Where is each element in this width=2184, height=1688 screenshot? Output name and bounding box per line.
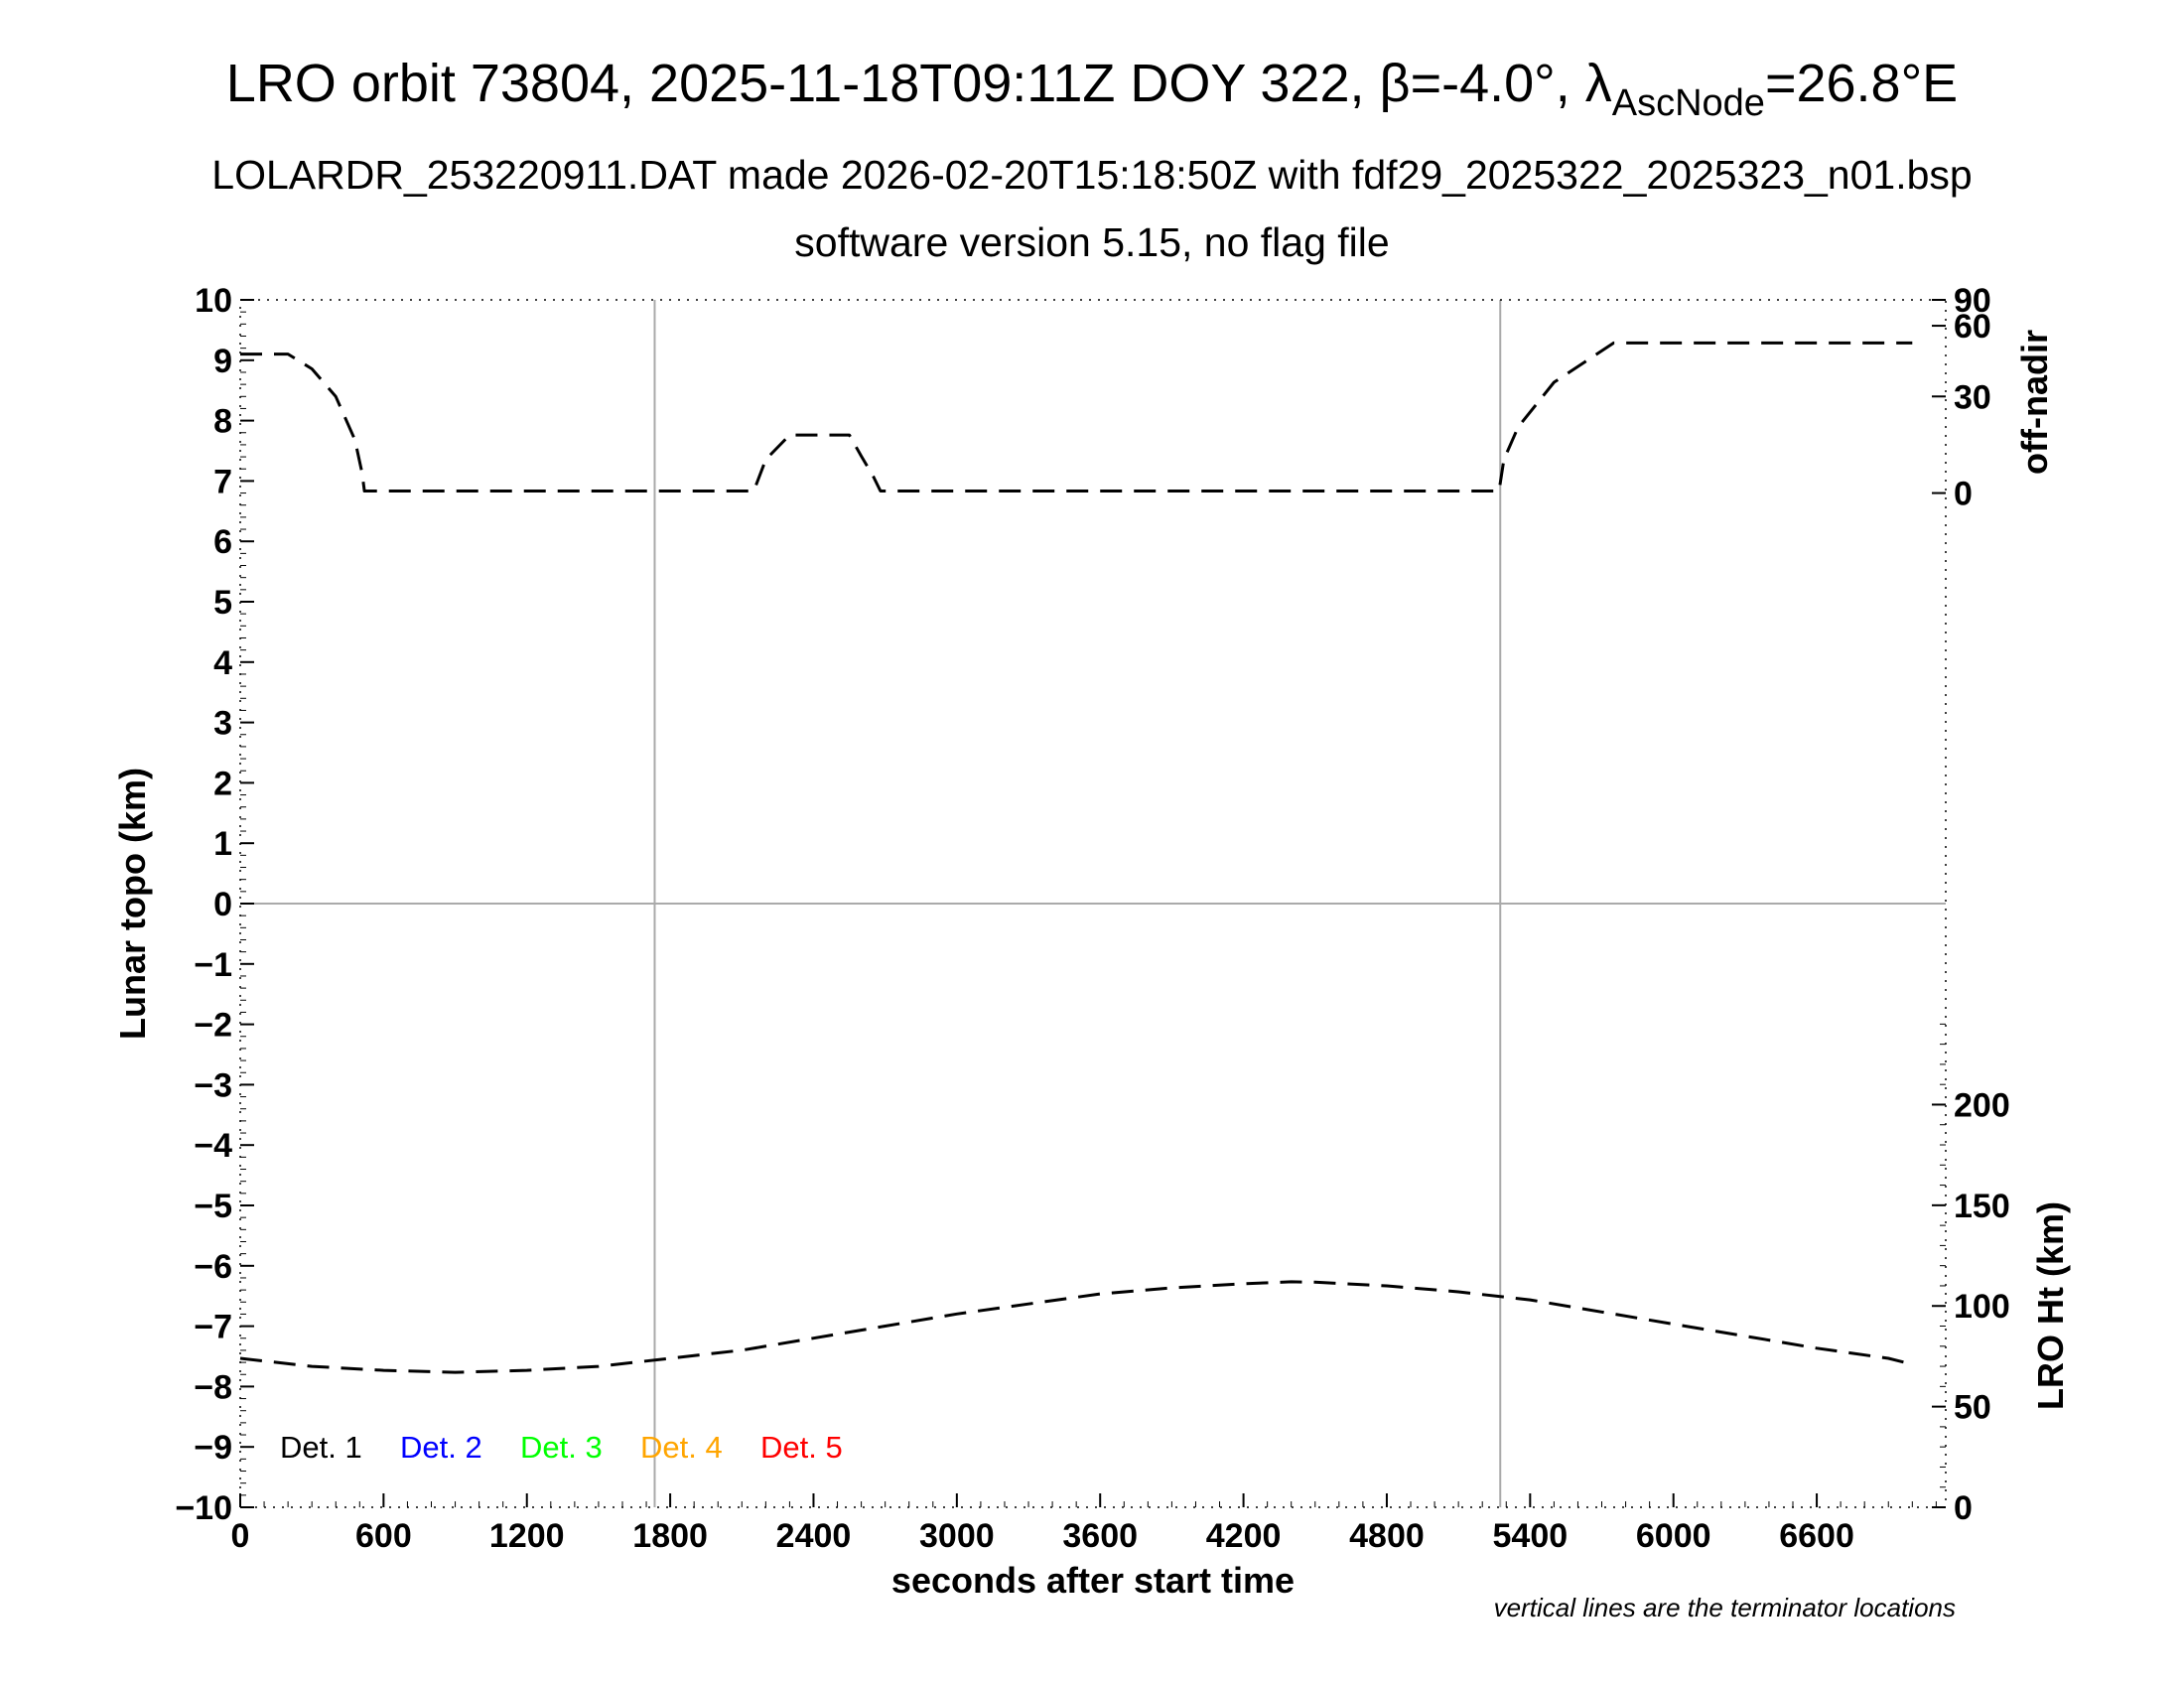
chart-subtitle-file: LOLARDR_253220911.DAT made 2026-02-20T15… [211,152,1972,198]
y-tick-label: −5 [194,1188,232,1225]
y-axis-label-lro-ht: LRO Ht (km) [2030,1201,2071,1410]
y-tick-label: 8 [213,403,232,441]
off-nadir-series-line [240,341,1913,492]
y-tick-label: −9 [194,1429,232,1467]
off-nadir-tick-label: 0 [1954,476,1973,513]
y-tick-label: 6 [213,523,232,561]
plot-grid [240,300,1946,1507]
y-tick-label: −4 [194,1127,232,1165]
legend: Det. 1 Det. 2 Det. 3 Det. 4 Det. 5 [280,1430,843,1465]
x-tick-label: 4800 [1349,1517,1425,1555]
chart-subtitle-software: software version 5.15, no flag file [794,219,1389,265]
lro-height-series-line [239,1280,1913,1374]
y-tick-label: 0 [213,886,232,923]
ht-tick-label: 50 [1954,1389,1991,1427]
x-tick-label: 3000 [919,1517,995,1555]
ht-tick-label: 0 [1954,1489,1973,1527]
y-tick-label: 1 [213,825,232,863]
off-nadir-tick-label: 90 [1954,282,1991,320]
legend-entry: Det. 5 [760,1430,843,1465]
legend-entry: Det. 4 [640,1430,723,1465]
y-tick-label: 10 [195,282,232,320]
y-axis-label-off-nadir: off-nadir [2014,330,2055,475]
x-tick-label: 4200 [1206,1517,1282,1555]
y-tick-label: −3 [194,1066,232,1104]
x-tick-label: 1200 [489,1517,565,1555]
ht-tick-label: 100 [1954,1288,2010,1326]
y-tick-label: 3 [213,705,232,743]
off-nadir-tick-label: 60 [1954,308,1991,346]
y-tick-label: 7 [213,463,232,500]
legend-entry: Det. 2 [400,1430,482,1465]
y-tick-label: 9 [213,343,232,380]
y-tick-label: 4 [213,644,232,682]
x-tick-label: 0 [231,1517,250,1555]
legend-entry: Det. 3 [520,1430,603,1465]
x-tick-label: 6600 [1779,1517,1854,1555]
y-tick-label: 2 [213,765,232,802]
y-tick-label: −2 [194,1007,232,1045]
x-tick-label: 5400 [1493,1517,1569,1555]
y-tick-label: −1 [194,946,232,984]
x-tick-label: 2400 [776,1517,852,1555]
y-tick-label: −8 [194,1368,232,1406]
y-tick-label: −6 [194,1248,232,1286]
y-tick-label: 5 [213,584,232,622]
x-tick-label: 6000 [1636,1517,1711,1555]
ht-tick-label: 200 [1954,1086,2010,1124]
series-layer [239,341,1913,1374]
footnote: vertical lines are the terminator locati… [1494,1593,1956,1622]
legend-entry: Det. 1 [280,1430,362,1465]
x-tick-label: 1800 [632,1517,708,1555]
y-tick-label: −7 [194,1309,232,1346]
ht-tick-label: 150 [1954,1188,2010,1225]
x-tick-label: 3600 [1062,1517,1138,1555]
chart-title: LRO orbit 73804, 2025-11-18T09:11Z DOY 3… [226,54,1958,124]
x-axis-label: seconds after start time [891,1560,1295,1601]
y-tick-label: −10 [175,1489,232,1527]
off-nadir-tick-label: 30 [1954,378,1991,416]
y-axis-label-left: Lunar topo (km) [112,768,153,1040]
bottom-axis: 0 600 1200 1800 2400 3000 3600 4200 4800 5400 6000… [231,1493,1937,1555]
x-tick-label: 600 [355,1517,412,1555]
